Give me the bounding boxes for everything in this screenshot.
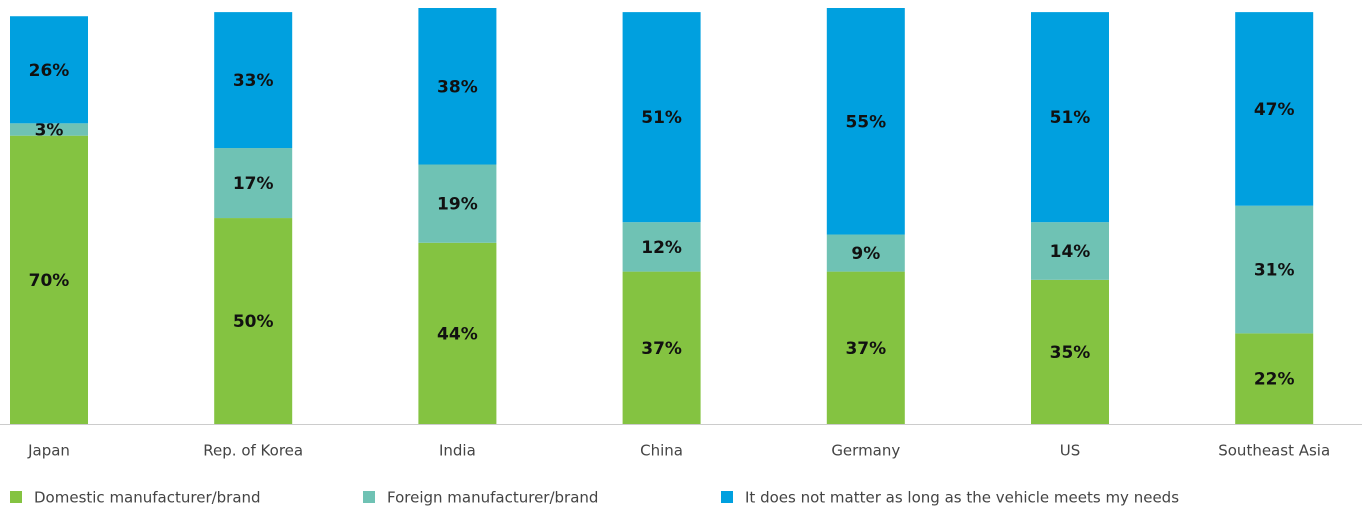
x-tick-label: India [439, 442, 476, 460]
bar-segment [1031, 222, 1109, 280]
data-label: 14% [1050, 242, 1091, 262]
data-label: 47% [1254, 100, 1295, 120]
data-label: 70% [29, 271, 70, 291]
bar-segment [10, 135, 88, 424]
data-label: 12% [641, 238, 682, 258]
bar-segment [622, 12, 701, 223]
data-label: 44% [437, 324, 478, 344]
data-label: 33% [233, 71, 274, 91]
data-label: 50% [233, 312, 274, 332]
bar-segment [418, 8, 497, 165]
bar-segment [1031, 12, 1109, 223]
data-label: 17% [233, 174, 274, 194]
x-tick-label: Japan [27, 442, 70, 460]
x-tick-label: US [1060, 442, 1081, 460]
x-tick-label: China [640, 442, 683, 460]
data-label: 37% [641, 339, 682, 359]
bar-segment [1235, 333, 1314, 424]
bar-segment [214, 218, 293, 424]
bar-segment [418, 164, 497, 243]
x-tick-label: Rep. of Korea [203, 442, 303, 460]
bar-segment [214, 148, 293, 219]
x-tick-label: Germany [831, 442, 900, 460]
bar-segment [10, 16, 88, 124]
bar-segment [826, 271, 905, 424]
x-tick-label: Southeast Asia [1218, 442, 1330, 460]
data-label: 37% [845, 339, 886, 359]
data-label: 22% [1254, 370, 1295, 390]
legend-label: Domestic manufacturer/brand [34, 489, 261, 507]
bar-segment [418, 242, 497, 424]
bar-segment [622, 271, 701, 424]
data-label: 35% [1050, 343, 1091, 363]
data-label: 9% [851, 244, 880, 264]
data-label: 55% [845, 112, 886, 132]
data-label: 38% [437, 77, 478, 97]
data-label: 51% [1050, 108, 1091, 128]
data-label: 51% [641, 108, 682, 128]
legend-swatch [10, 491, 22, 503]
legend-label: Foreign manufacturer/brand [387, 489, 598, 507]
data-label: 3% [35, 121, 64, 141]
bar-segment [1235, 205, 1314, 334]
bar-segment [826, 234, 905, 272]
bar-segment [1031, 279, 1109, 424]
bar-segment [214, 12, 293, 149]
legend-swatch [363, 491, 375, 503]
legend-label: It does not matter as long as the vehicl… [745, 489, 1179, 507]
bar-segment [1235, 12, 1314, 206]
data-label: 31% [1254, 261, 1295, 281]
bar-segment [826, 8, 905, 235]
bar-segment [622, 222, 701, 272]
data-label: 19% [437, 195, 478, 215]
data-label: 26% [29, 61, 70, 81]
bar-segment [10, 123, 88, 136]
legend-swatch [721, 491, 733, 503]
